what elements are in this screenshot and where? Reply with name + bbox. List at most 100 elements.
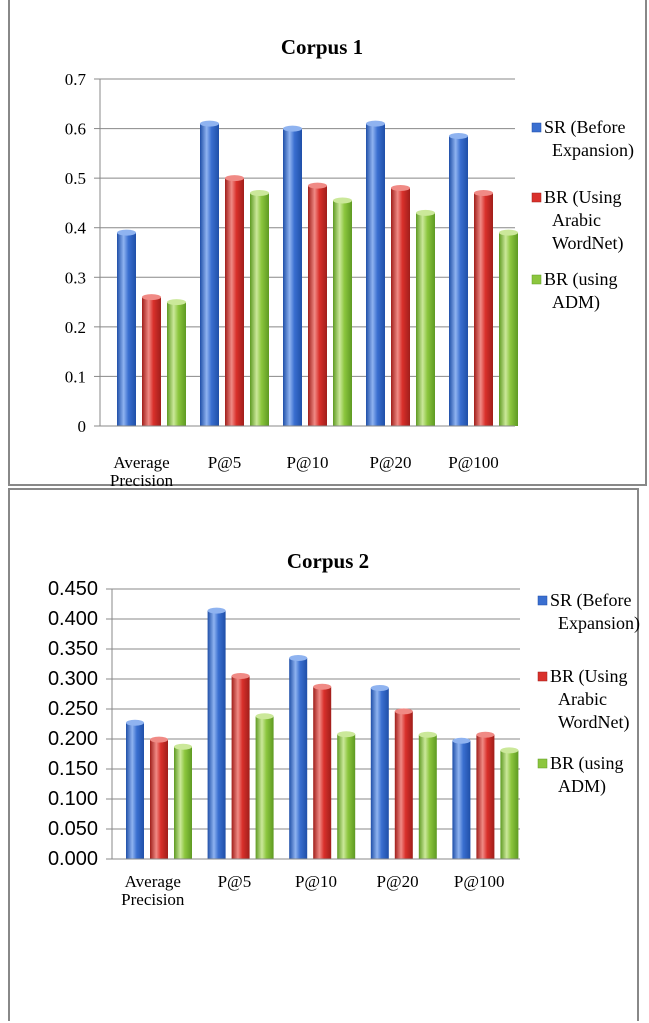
bar-cap	[499, 229, 518, 236]
bar	[313, 686, 332, 859]
bar-cap	[167, 299, 186, 306]
legend-swatch	[531, 122, 542, 133]
y-tick-label: 0.400	[48, 608, 98, 630]
x-tick-label: P@10	[286, 453, 328, 472]
bar	[500, 750, 519, 859]
bar	[289, 658, 308, 859]
bar-cap	[150, 736, 168, 743]
y-tick-label: 0.6	[65, 120, 86, 139]
bar	[174, 746, 192, 859]
x-tick-label: P@20	[377, 872, 419, 891]
legend-entry: BR (Using Arabic WordNet)	[550, 666, 630, 733]
bar	[250, 193, 269, 426]
x-tick-label: Average Precision	[110, 453, 174, 490]
y-tick-label: 0.4	[65, 219, 87, 238]
bar-cap	[500, 747, 519, 754]
y-tick-label: 0.200	[48, 728, 98, 750]
legend-entry: SR (Before Expansion)	[550, 590, 640, 634]
bar-cap	[394, 708, 413, 715]
bar	[308, 185, 327, 426]
bar	[476, 734, 495, 859]
bar	[117, 232, 136, 426]
bar	[167, 302, 186, 426]
y-tick-label: 0.300	[48, 668, 98, 690]
bar-cap	[255, 713, 274, 720]
bar	[416, 212, 435, 426]
bar-cap	[370, 685, 389, 691]
bar-cap	[418, 731, 437, 738]
bar	[333, 200, 352, 426]
bar-cap	[337, 731, 356, 738]
bar	[474, 193, 493, 426]
bar-cap	[333, 197, 352, 204]
bar-cap	[207, 607, 226, 614]
bar-cap	[452, 737, 471, 744]
y-tick-label: 0.1	[65, 367, 86, 386]
bar-cap	[200, 120, 219, 127]
bar	[142, 297, 161, 426]
bar-cap	[174, 743, 192, 750]
bar	[499, 232, 518, 426]
legend-entry: BR (using ADM)	[550, 753, 624, 797]
chart-corpus-2: Corpus 2 0.000 0.050 0.100 0.150 0.200 0.250 0.…	[48, 549, 640, 909]
bar-cap	[366, 120, 385, 127]
bar-cap	[313, 683, 332, 690]
y-tick-label: 0.5	[65, 169, 86, 188]
bar	[337, 734, 356, 859]
y-tick-label: 0.450	[48, 578, 98, 600]
bar	[452, 740, 471, 859]
bar-cap	[476, 731, 495, 738]
bar	[207, 610, 226, 859]
y-tick-label: 0.7	[65, 70, 87, 89]
y-tick-label: 0.250	[48, 698, 98, 720]
x-tick-label: P@100	[454, 872, 505, 891]
x-tick-label: P@10	[295, 872, 337, 891]
bar	[150, 739, 168, 859]
x-tick-label: P@5	[218, 872, 252, 891]
legend-swatch	[531, 192, 542, 203]
bar	[225, 178, 244, 426]
bar-cap	[416, 209, 435, 216]
bar-cap	[391, 185, 410, 192]
bar-cap	[283, 125, 302, 132]
legend-entry: BR (Using Arabic WordNet)	[544, 187, 624, 254]
chart-title: Corpus 2	[287, 549, 369, 573]
bar	[391, 188, 410, 426]
y-tick-label: 0.150	[48, 758, 98, 780]
y-tick-label: 0.3	[65, 268, 86, 287]
bar-cap	[231, 673, 250, 679]
bar-cap	[225, 175, 244, 182]
x-tick-label: P@100	[448, 453, 499, 472]
legend-swatch	[537, 758, 548, 769]
legend-entry: SR (Before Expansion)	[544, 117, 634, 161]
bar	[418, 734, 437, 859]
legend-swatch	[537, 671, 548, 682]
chart-title: Corpus 1	[281, 35, 363, 59]
bar	[255, 716, 274, 859]
chart-corpus-1: Corpus 1 0 0.1 0.2 0.3 0.4 0.5 0.6 0.7 Average Pre…	[65, 35, 634, 490]
bar	[126, 722, 144, 859]
y-tick-label: 0.2	[65, 318, 86, 337]
x-tick-label: P@5	[208, 453, 242, 472]
bar-cap	[308, 182, 327, 189]
bar-cap	[117, 229, 136, 236]
bar-cap	[250, 190, 269, 197]
y-tick-label: 0.350	[48, 638, 98, 660]
bar-cap	[126, 719, 144, 726]
y-tick-label: 0.000	[48, 848, 98, 870]
y-tick-label: 0	[78, 417, 87, 436]
bar	[231, 676, 250, 859]
x-tick-label: P@20	[369, 453, 411, 472]
chart-panel-corpus-1: Corpus 1 0 0.1 0.2 0.3 0.4 0.5 0.6 0.7 Average Pre…	[8, 0, 647, 490]
bar	[283, 128, 302, 427]
legend-entry: BR (using ADM)	[544, 269, 618, 313]
bar-cap	[289, 655, 308, 661]
legend-swatch	[531, 274, 542, 285]
bar	[366, 123, 385, 426]
bar-cap	[142, 294, 161, 301]
bar-cap	[449, 133, 468, 140]
legend-swatch	[537, 595, 548, 606]
bar	[200, 123, 219, 426]
y-tick-label: 0.050	[48, 818, 98, 840]
y-tick-label: 0.100	[48, 788, 98, 810]
